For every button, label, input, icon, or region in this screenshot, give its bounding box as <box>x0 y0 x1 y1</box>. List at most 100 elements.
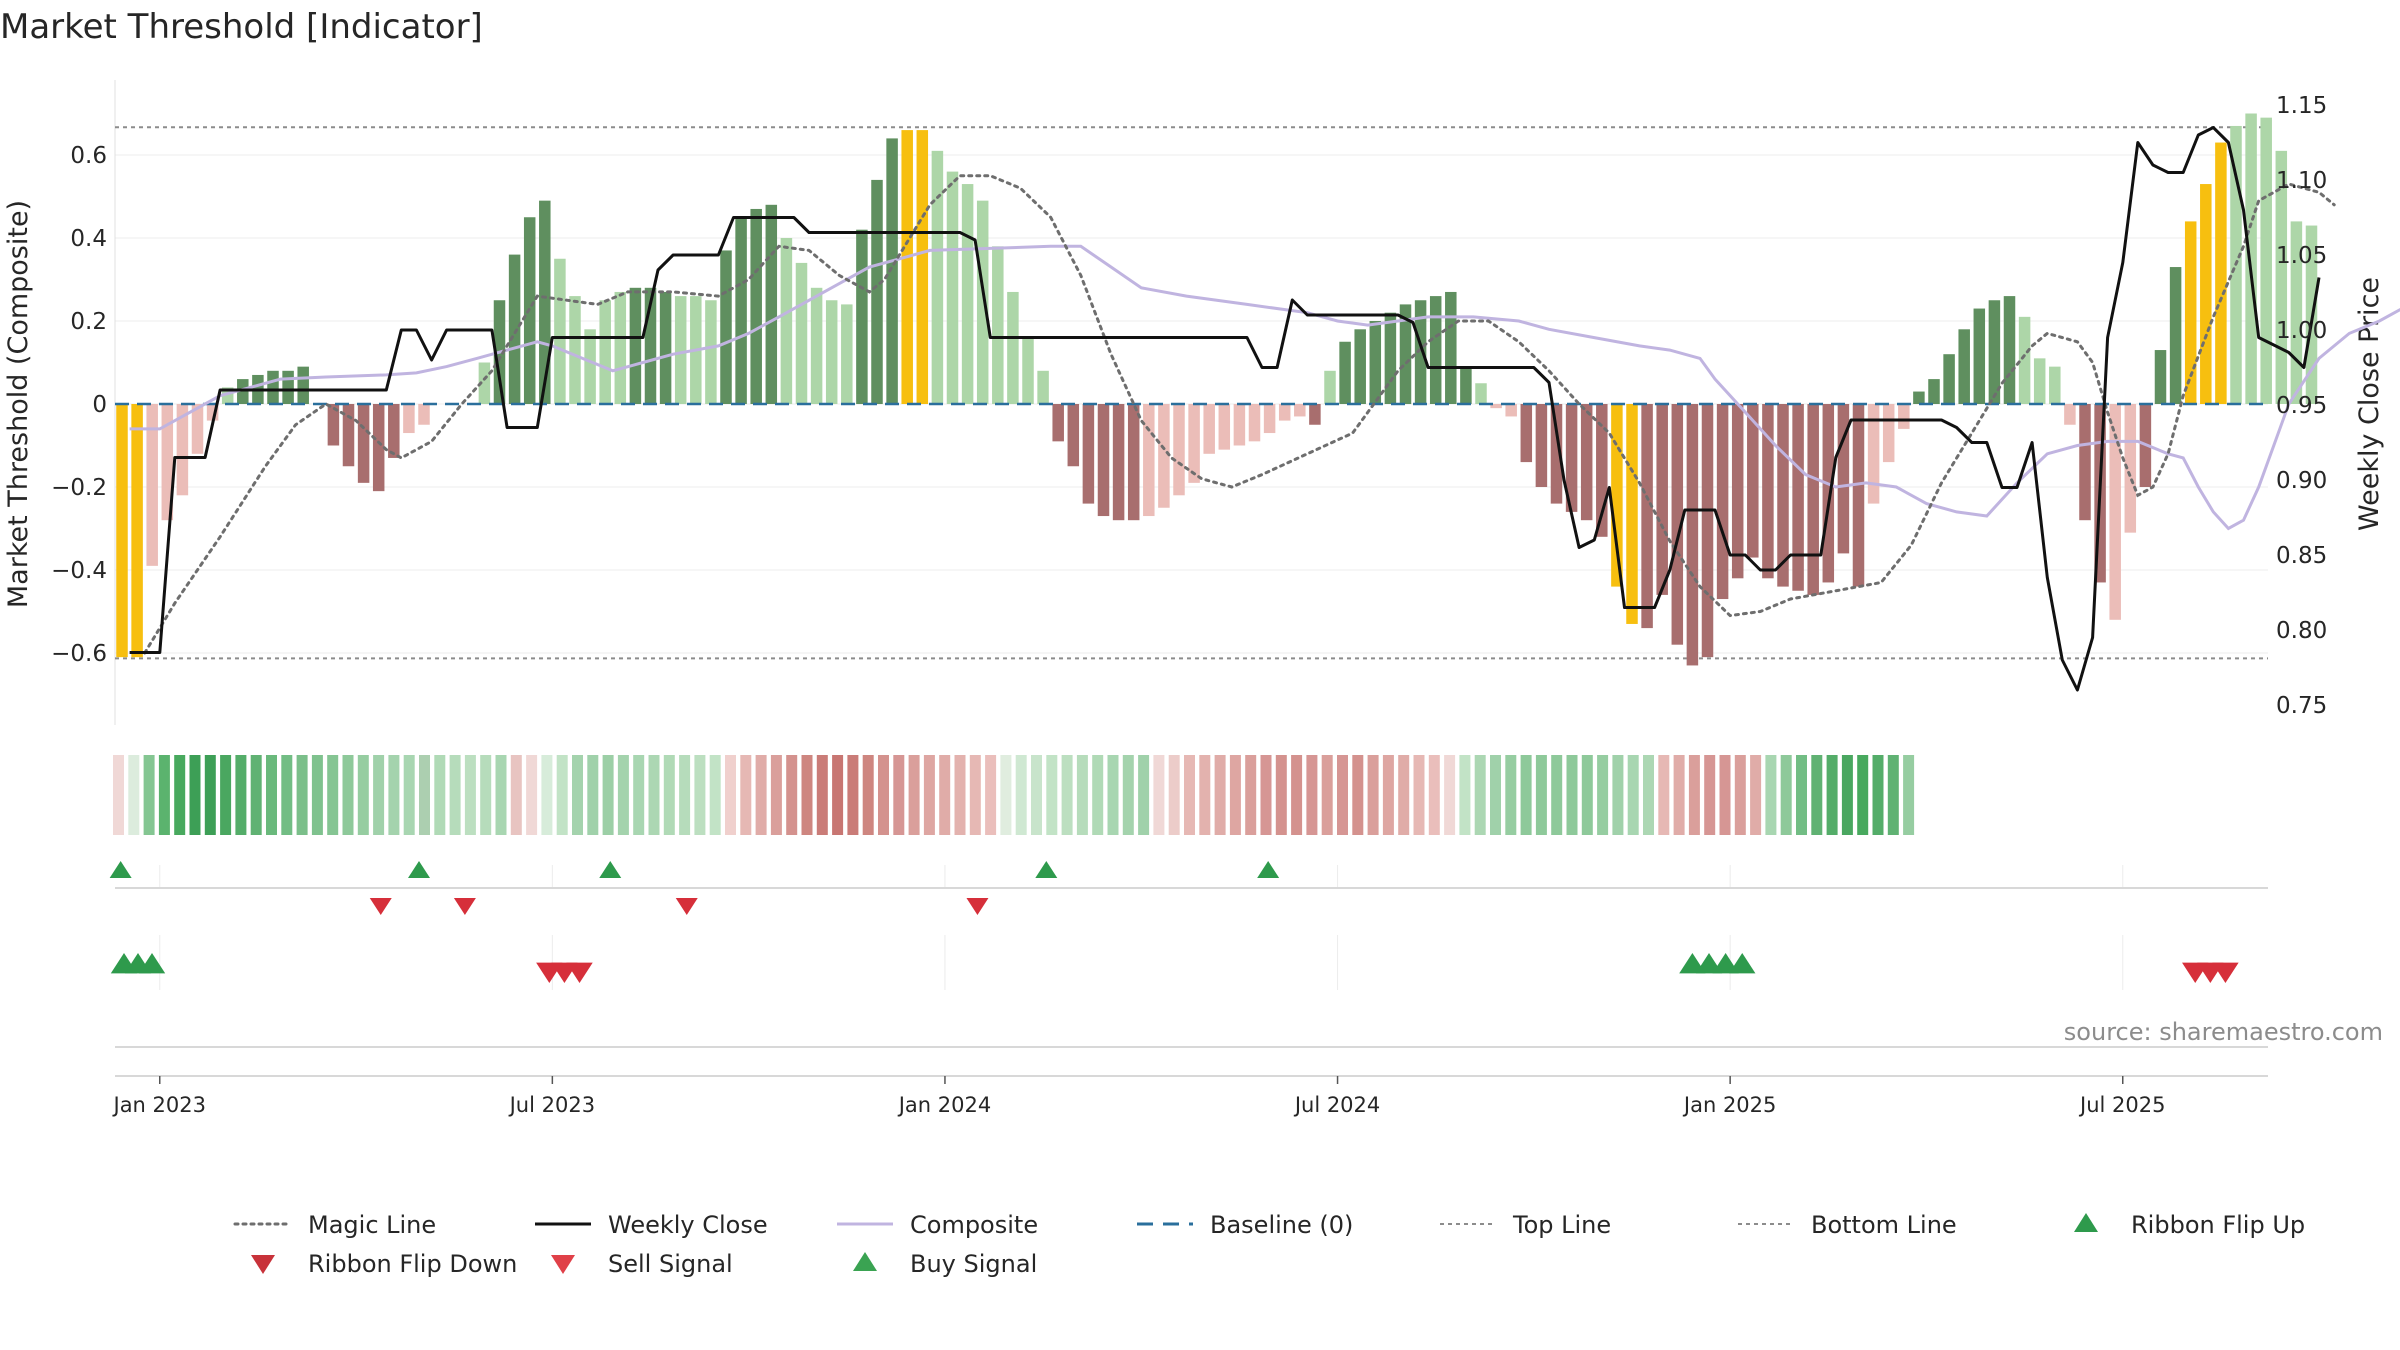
composite-bar <box>2079 404 2091 521</box>
composite-bar <box>1596 404 1608 537</box>
composite-bar <box>1399 304 1412 404</box>
y-tick-label: −0.2 <box>51 475 107 501</box>
y-tick-label: 0 <box>92 392 107 418</box>
trend-ribbon <box>113 755 1915 835</box>
composite-bar <box>810 287 823 404</box>
composite-bar <box>2215 142 2227 405</box>
ribbon-flip-down-marker <box>566 962 593 983</box>
ribbon-segment <box>694 755 706 835</box>
chart-title: Market Threshold [Indicator] <box>0 7 483 47</box>
y-tick-label: 0.2 <box>70 309 107 335</box>
ribbon-segment <box>832 755 844 835</box>
ribbon-segment <box>1719 755 1731 835</box>
composite-bar <box>2049 366 2061 404</box>
ribbon-segment <box>373 755 385 835</box>
y2-tick-label: 1.15 <box>2276 93 2327 119</box>
composite-bar <box>1852 404 1865 587</box>
ribbon-segment <box>464 755 476 835</box>
y-tick-label: −0.6 <box>51 641 107 667</box>
ribbon-segment <box>1627 755 1639 835</box>
composite-bar <box>1686 404 1699 666</box>
y2-tick-label: 0.80 <box>2276 618 2327 644</box>
composite-bar <box>2064 404 2076 425</box>
composite-bar <box>403 404 415 434</box>
composite-bar <box>1203 404 1215 454</box>
buy-signal-marker <box>109 861 132 878</box>
composite-bar <box>2018 316 2031 404</box>
ribbon-segment <box>587 755 599 835</box>
composite-bar <box>1490 404 1502 409</box>
composite-bar <box>569 296 581 404</box>
ribbon-segment <box>1398 755 1410 835</box>
legend-label: Baseline (0) <box>1210 1211 1353 1239</box>
composite-bar <box>1988 300 2001 404</box>
x-tick-label: Jul 2025 <box>2078 1093 2165 1117</box>
composite-bar <box>1882 404 1895 463</box>
legend: Magic Line Weekly Close Composite Baseline … <box>233 1211 2305 1278</box>
composite-bar <box>191 404 204 454</box>
ribbon-segment <box>1138 755 1150 835</box>
composite-bar <box>1263 404 1276 434</box>
composite-bar <box>629 287 642 404</box>
ribbon-segment <box>1581 755 1593 835</box>
composite-bar <box>221 387 234 404</box>
composite-bar <box>735 217 747 404</box>
composite-bar <box>1777 404 1789 587</box>
ribbon-segment <box>235 755 247 835</box>
composite-bar <box>584 329 596 404</box>
composite-bar <box>237 379 249 404</box>
legend-label: Weekly Close <box>608 1211 768 1239</box>
ribbon-flip-down-marker <box>2212 962 2239 983</box>
ribbon-segment <box>1168 755 1180 835</box>
composite-bar <box>1656 404 1668 595</box>
buy-signal-marker <box>1257 861 1280 878</box>
y2-tick-label: 0.90 <box>2276 468 2327 494</box>
composite-bar <box>2033 358 2046 404</box>
composite-bar <box>1641 404 1653 629</box>
ribbon-segment <box>1184 755 1195 835</box>
composite-bar <box>2290 221 2303 404</box>
ribbon-segment <box>1887 755 1899 835</box>
ribbon-segment <box>878 755 889 835</box>
composite-bar <box>1928 379 1940 404</box>
composite-bar <box>825 300 838 404</box>
ribbon-segment <box>648 755 660 835</box>
y2-tick-label: 1.10 <box>2276 168 2327 194</box>
ribbon-segment <box>388 755 400 835</box>
ribbon-segment <box>1841 755 1853 835</box>
composite-bar <box>1747 404 1759 558</box>
composite-bar <box>116 404 128 658</box>
ribbon-segment <box>266 755 277 835</box>
composite-bar <box>1445 291 1457 404</box>
ribbon-segment <box>1459 755 1471 835</box>
ribbon-segment <box>189 755 201 835</box>
x-tick-label: Jan 2023 <box>112 1093 207 1117</box>
ribbon-segment <box>1520 755 1532 835</box>
composite-bar <box>1112 404 1125 521</box>
ribbon-segment <box>969 755 981 835</box>
ribbon-segment <box>113 755 124 835</box>
composite-bar <box>539 200 551 404</box>
composite-bar <box>1701 404 1714 658</box>
sell-signal-marker <box>453 898 476 915</box>
composite-bar <box>2109 404 2121 620</box>
composite-line <box>129 244 2400 531</box>
composite-bar <box>614 291 627 404</box>
composite-bar <box>992 246 1004 404</box>
ribbon-flip-up-marker <box>138 953 166 974</box>
ribbon-segment <box>1382 755 1394 835</box>
ribbon-segment <box>923 755 935 835</box>
magic-line <box>143 174 2336 655</box>
legend-marker <box>853 1252 877 1271</box>
ribbon-segment <box>1352 755 1364 835</box>
composite-bar <box>1822 404 1835 583</box>
ribbon-segment <box>663 755 675 835</box>
composite-bar <box>750 208 762 404</box>
composite-bar <box>206 404 219 421</box>
composite-bar <box>2275 150 2288 404</box>
ribbon-segment <box>1857 755 1869 835</box>
composite-bar <box>2184 221 2197 404</box>
ribbon-segment <box>1337 755 1348 835</box>
ribbon-segment <box>526 755 538 835</box>
ribbon-segment <box>1076 755 1088 835</box>
